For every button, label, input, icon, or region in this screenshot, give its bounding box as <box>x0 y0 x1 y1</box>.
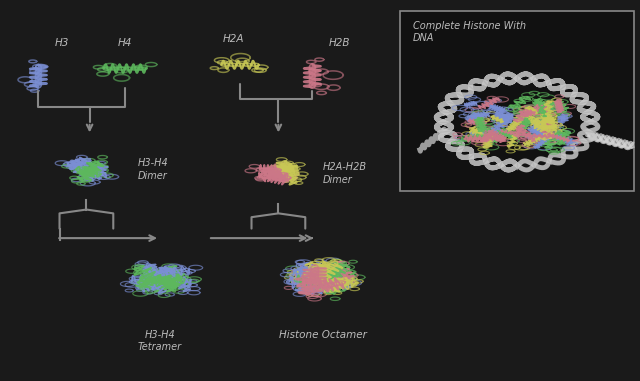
Text: H2A: H2A <box>223 34 244 44</box>
Text: Histone Octamer: Histone Octamer <box>279 330 367 339</box>
Text: H3-H4
Dimer: H3-H4 Dimer <box>138 158 168 181</box>
Text: H3-H4
Tetramer: H3-H4 Tetramer <box>138 330 182 352</box>
Text: Complete Histone With
DNA: Complete Histone With DNA <box>413 21 526 43</box>
Text: H2A-H2B
Dimer: H2A-H2B Dimer <box>323 162 367 184</box>
Text: H3: H3 <box>54 38 68 48</box>
Text: H2B: H2B <box>328 38 350 48</box>
Text: H4: H4 <box>118 38 132 48</box>
FancyBboxPatch shape <box>400 11 634 190</box>
